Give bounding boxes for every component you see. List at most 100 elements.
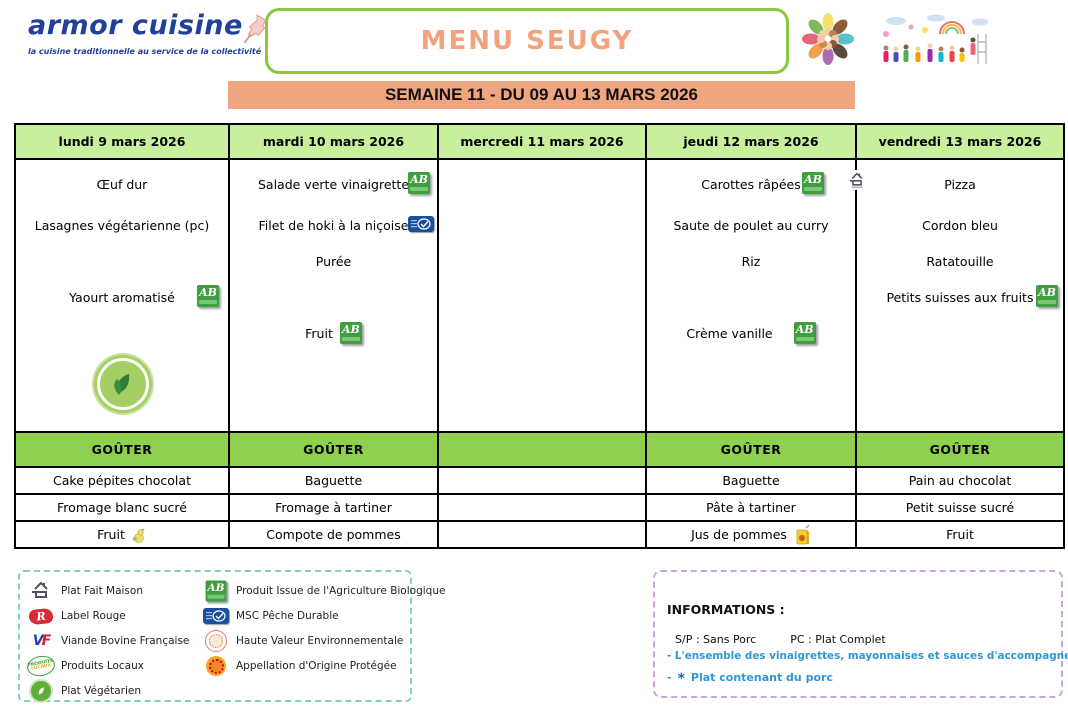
leaf-icon: [114, 374, 130, 395]
ab-bio-icon: AB: [197, 285, 219, 307]
plat-vegetarien-icon: [28, 679, 54, 703]
ab-bio-icon: AB: [203, 580, 229, 602]
informations-box: INFORMATIONS : S/P : Sans Porc PC : Plat…: [653, 570, 1068, 698]
abbr-sans-porc: S/P : Sans Porc: [675, 633, 757, 646]
fait-maison-icon: [848, 170, 866, 190]
gouter-item: Fruit: [14, 520, 230, 549]
dish: Cordon bleu: [922, 217, 998, 233]
dishes-thursday: Carottes râpées AB Saute de poulet au cu…: [645, 158, 866, 433]
gouter-title-tuesday: GOÛTER: [228, 431, 439, 468]
legend-item: Plat Fait Maison: [28, 580, 189, 602]
dish: Carottes râpées AB: [650, 170, 866, 196]
legend-item: Plat Végétarien: [28, 679, 189, 703]
brand-tagline: la cuisine traditionnelle au service de …: [28, 47, 262, 56]
brand-name: armor cuisine: [28, 10, 243, 41]
dish: Purée: [315, 253, 352, 269]
dishes-monday: Œuf dur Lasagnes végétarienne (pc) Yaour…: [14, 158, 230, 433]
gouter-item: Fromage blanc sucré: [14, 493, 230, 522]
dish: Saute de poulet au curry: [673, 217, 829, 233]
legend-item: MSC Pêche Durable: [203, 605, 445, 627]
info-note-sauces: - L'ensemble des vinaigrettes, mayonnais…: [667, 650, 1068, 662]
gouter-item: Baguette: [645, 466, 857, 495]
asterisk-icon: *: [677, 671, 685, 687]
day-header-thursday: jeudi 12 mars 2026: [645, 123, 857, 160]
dish: Yaourt aromatisé AB: [19, 285, 225, 309]
gouter-title-monday: GOÛTER: [14, 431, 230, 468]
dish: Crème vanille AB: [650, 321, 852, 345]
plat-vegetarien-badge: [94, 355, 152, 413]
gouter-title-wednesday: [437, 431, 647, 468]
legend-item: AB Produit Issue de l'Agriculture Biolog…: [203, 580, 445, 602]
gouter-item: Pain au chocolat: [855, 466, 1065, 495]
legend-item: Haute Valeur Environnementale: [203, 630, 445, 652]
legend-item: PRODUITS LOCAUX Produits Locaux: [25, 653, 189, 679]
gouter-item: Fromage à tartiner: [228, 493, 439, 522]
menu-table: lundi 9 mars 2026 mardi 10 mars 2026 mer…: [14, 123, 1065, 549]
dish: Lasagnes végétarienne (pc): [34, 217, 210, 233]
ab-bio-icon: AB: [793, 322, 816, 344]
dish: Pizza: [944, 176, 976, 192]
brand-logo: armor cuisine la cuisine traditionnelle …: [28, 10, 262, 56]
dish: Salade verte vinaigrette AB: [233, 172, 434, 196]
day-header-monday: lundi 9 mars 2026: [14, 123, 230, 160]
fait-maison-icon: [28, 580, 54, 602]
msc-icon: [408, 216, 434, 232]
gouter-item: Fruit: [855, 520, 1065, 549]
abbr-plat-complet: PC : Plat Complet: [790, 633, 886, 646]
legend-item: R Label Rouge: [28, 605, 189, 627]
children-painting-clipart: [883, 14, 988, 64]
week-banner: SEMAINE 11 - DU 09 AU 13 MARS 2026: [228, 81, 855, 109]
gouter-title-friday: GOÛTER: [855, 431, 1065, 468]
juice-box-icon: [796, 524, 810, 544]
gouter-title-thursday: GOÛTER: [645, 431, 857, 468]
gouter-row-3: Fruit Compote de pommes Jus de pommes Fr…: [14, 520, 1065, 549]
dishes-friday: Pizza Cordon bleu Ratatouille Petits sui…: [855, 158, 1065, 433]
gouter-item: Compote de pommes: [228, 520, 439, 549]
day-header-wednesday: mercredi 11 mars 2026: [437, 123, 647, 160]
dish: Ratatouille: [926, 253, 994, 269]
dishes-wednesday: [437, 158, 647, 433]
gouter-item: Cake pépites chocolat: [14, 466, 230, 495]
children-circle-clipart: [802, 13, 854, 65]
gouter-row-1: Cake pépites chocolat Baguette Baguette …: [14, 466, 1065, 495]
dish: Riz: [741, 253, 761, 269]
info-note-porc: - * Plat contenant du porc: [667, 671, 833, 687]
informations-title: INFORMATIONS :: [667, 602, 785, 617]
dish: Filet de hoki à la niçoise: [233, 213, 434, 237]
menu-title-box: MENU SEUGY: [265, 8, 789, 74]
ab-bio-icon: AB: [339, 322, 362, 344]
abbreviations-line: S/P : Sans Porc PC : Plat Complet: [667, 633, 1053, 646]
gouter-item: Baguette: [228, 466, 439, 495]
gouter-item: [437, 466, 647, 495]
dish: Fruit AB: [233, 321, 434, 345]
dishes-tuesday: Salade verte vinaigrette AB Filet de hok…: [228, 158, 439, 433]
ab-bio-icon: AB: [802, 172, 824, 194]
dish: Petits suisses aux fruits AB: [860, 285, 1060, 309]
dish: Œuf dur: [96, 176, 148, 192]
gouter-header-row: GOÛTER GOÛTER GOÛTER GOÛTER: [14, 431, 1065, 468]
gouter-item: Pâte à tartiner: [645, 493, 857, 522]
pushpin-icon: [243, 14, 267, 44]
produits-locaux-icon: PRODUITS LOCAUX: [25, 653, 57, 679]
ab-bio-icon: AB: [1036, 285, 1058, 307]
gouter-item: [437, 520, 647, 549]
day-header-row: lundi 9 mars 2026 mardi 10 mars 2026 mer…: [14, 123, 1065, 160]
day-header-tuesday: mardi 10 mars 2026: [228, 123, 439, 160]
dishes-row: Œuf dur Lasagnes végétarienne (pc) Yaour…: [14, 158, 1065, 433]
gouter-item: Jus de pommes: [645, 520, 857, 549]
label-rouge-icon: R: [28, 607, 54, 625]
ab-bio-icon: AB: [408, 172, 430, 194]
aop-icon: [203, 656, 229, 676]
legend-item: Appellation d'Origine Protégée: [203, 655, 445, 677]
msc-icon: [203, 608, 229, 624]
gouter-row-2: Fromage blanc sucré Fromage à tartiner P…: [14, 493, 1065, 522]
gouter-item: [437, 493, 647, 522]
day-header-friday: vendredi 13 mars 2026: [855, 123, 1065, 160]
pear-icon: [132, 528, 145, 543]
page-title: MENU SEUGY: [420, 26, 634, 56]
hve-icon: [203, 630, 229, 652]
